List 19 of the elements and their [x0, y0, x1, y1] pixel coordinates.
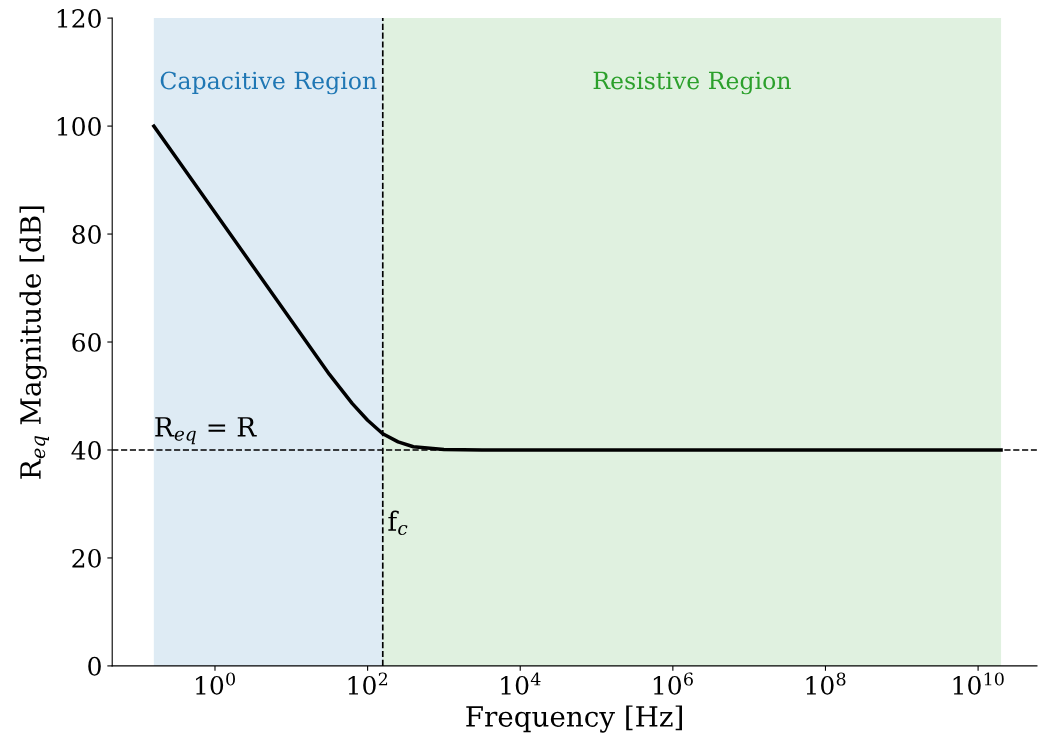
x-tick-label: 10$^{2}$ [348, 672, 388, 695]
x-tick-label: 10$^{4}$ [501, 672, 541, 695]
y-tick-label: 120 [57, 9, 101, 28]
x-tick-label: 10$^{8}$ [806, 672, 846, 695]
ref-line-label: f$_{c}$ [388, 510, 408, 536]
y-tick-label: 0 [88, 656, 101, 676]
x-axis-title: Frequency [Hz] [466, 705, 682, 733]
band-label: Capacitive Region [160, 71, 377, 95]
y-tick-label: 60 [72, 332, 101, 352]
x-tick-label: 10$^{6}$ [653, 672, 693, 695]
ref-line-label: R$_{eq}$ = R [155, 417, 257, 445]
x-tick-label: 10$^{0}$ [196, 672, 235, 695]
y-tick-label: 100 [57, 117, 101, 136]
y-tick-label: 20 [72, 548, 101, 568]
y-tick-label: 40 [71, 440, 101, 460]
y-tick-label: 80 [72, 224, 101, 244]
x-tick-label: 10$^{10}$ [953, 672, 1004, 695]
band-label: Resistive Region [593, 71, 791, 95]
y-axis-title: R$_{eq}$ Magnitude [dB] [19, 206, 49, 479]
